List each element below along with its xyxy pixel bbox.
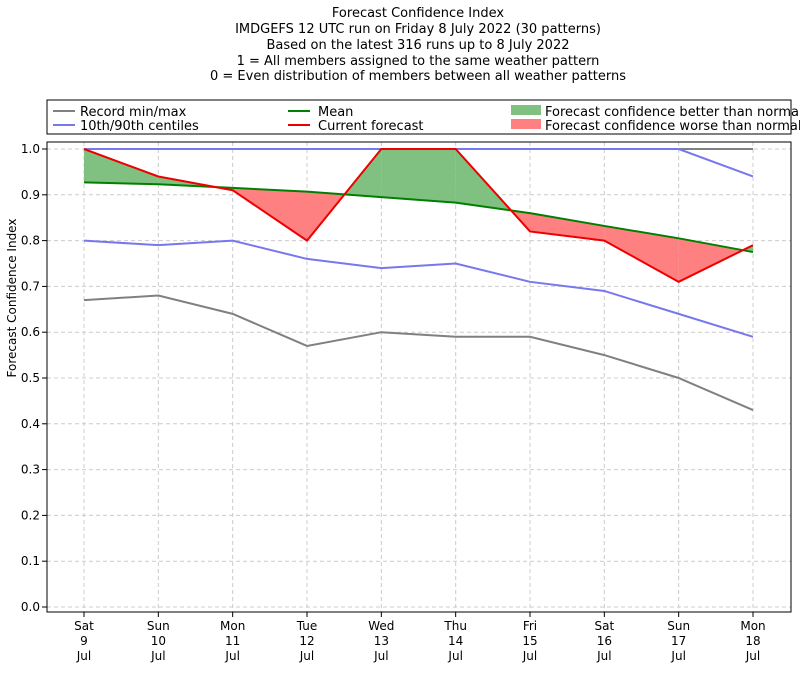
y-tick-label: 0.8 xyxy=(21,234,40,248)
title-line-5: 0 = Even distribution of members between… xyxy=(210,69,626,84)
x-tick-label: Jul xyxy=(522,649,537,663)
x-tick-label: Mon xyxy=(220,619,245,633)
x-tick-label: Jul xyxy=(670,649,685,663)
confidence-fills xyxy=(84,149,753,282)
fill-better-than-normal xyxy=(84,149,159,185)
fill-worse-than-normal xyxy=(604,225,679,282)
y-tick-label: 0.5 xyxy=(21,371,40,385)
x-tick-label: Jul xyxy=(150,649,165,663)
x-tick-label: 15 xyxy=(522,634,537,648)
legend-label-mean: Mean xyxy=(318,105,353,120)
legend-box xyxy=(46,99,792,135)
x-tick-label: Sat xyxy=(74,619,94,633)
fill-worse-than-normal xyxy=(678,238,743,282)
x-tick-label: Fri xyxy=(523,619,537,633)
series-line-mean xyxy=(83,181,754,254)
legend-swatch-better xyxy=(511,105,541,115)
x-axis: Sat9JulSun10JulMon11JulTue12JulWed13JulT… xyxy=(74,612,766,663)
x-tick-label: Jul xyxy=(76,649,91,663)
x-tick-label: Mon xyxy=(740,619,765,633)
x-tick-label: 16 xyxy=(597,634,612,648)
title-line-4: 1 = All members assigned to the same wea… xyxy=(237,54,600,69)
y-tick-label: 0.7 xyxy=(21,279,40,293)
x-tick-label: Jul xyxy=(224,649,239,663)
x-tick-label: Sat xyxy=(594,619,614,633)
x-tick-label: 9 xyxy=(80,634,88,648)
y-tick-label: 0.9 xyxy=(21,188,40,202)
series-line-record-min xyxy=(83,294,754,411)
title-line-3: Based on the latest 316 runs up to 8 Jul… xyxy=(267,38,570,53)
legend-label-centiles: 10th/90th centiles xyxy=(80,119,199,134)
x-tick-label: 13 xyxy=(374,634,389,648)
plot-frame xyxy=(46,141,792,613)
grid xyxy=(47,142,791,612)
legend-swatch-worse xyxy=(511,119,541,129)
y-tick-label: 0.2 xyxy=(21,508,40,522)
x-tick-label: Jul xyxy=(373,649,388,663)
x-tick-label: 10 xyxy=(151,634,166,648)
y-tick-label: 0.3 xyxy=(21,463,40,477)
x-tick-label: Jul xyxy=(745,649,760,663)
series-line-current-forecast xyxy=(83,148,754,283)
x-tick-label: Thu xyxy=(443,619,467,633)
y-tick-label: 0.1 xyxy=(21,554,40,568)
legend-label-better: Forecast confidence better than normal xyxy=(545,105,800,120)
title-line-2: IMDGEFS 12 UTC run on Friday 8 July 2022… xyxy=(235,22,601,37)
fill-better-than-normal xyxy=(381,149,456,203)
y-axis-label: Forecast Confidence Index xyxy=(5,219,19,378)
x-tick-label: Jul xyxy=(447,649,462,663)
series-line-10th-centile xyxy=(83,239,754,338)
y-axis: 0.0 0.1 0.2 0.3 0.4 0.5 0.6 0.7 0.8 0.9 1.0 xyxy=(21,142,47,614)
legend-label-worse: Forecast confidence worse than normal xyxy=(545,119,800,134)
y-tick-label: 0.4 xyxy=(21,417,40,431)
legend-label-record: Record min/max xyxy=(80,105,187,120)
title-line-1: Forecast Confidence Index xyxy=(332,6,504,21)
x-tick-label: Tue xyxy=(296,619,318,633)
x-tick-label: Sun xyxy=(147,619,170,633)
x-tick-label: Wed xyxy=(368,619,394,633)
x-tick-label: Sun xyxy=(667,619,690,633)
y-tick-label: 0.0 xyxy=(21,600,40,614)
legend: Record min/max 10th/90th centiles Mean C… xyxy=(46,99,800,135)
chart-title: Forecast Confidence Index IMDGEFS 12 UTC… xyxy=(210,6,626,84)
y-tick-label: 1.0 xyxy=(21,142,40,156)
x-tick-label: 12 xyxy=(299,634,314,648)
x-tick-label: 18 xyxy=(745,634,760,648)
x-tick-label: 14 xyxy=(448,634,463,648)
series-lines xyxy=(83,148,754,411)
x-tick-label: Jul xyxy=(299,649,314,663)
x-tick-label: Jul xyxy=(596,649,611,663)
legend-label-current: Current forecast xyxy=(318,119,424,134)
fill-worse-than-normal xyxy=(530,213,605,241)
x-tick-label: 11 xyxy=(225,634,240,648)
x-tick-label: 17 xyxy=(671,634,686,648)
y-tick-label: 0.6 xyxy=(21,325,40,339)
